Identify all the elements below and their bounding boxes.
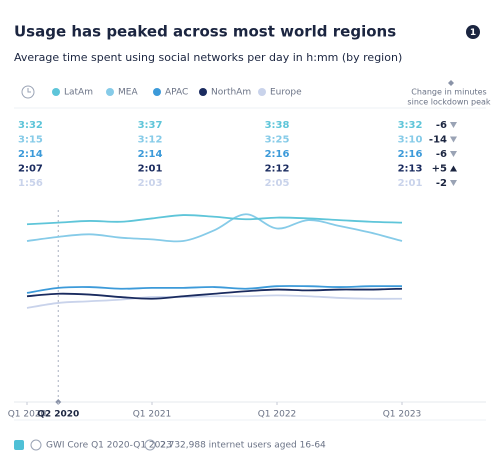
series-line xyxy=(26,294,403,309)
chart-title: Usage has peaked across most world regio… xyxy=(14,23,396,41)
change-value: -2 xyxy=(436,178,447,189)
x-tick-label: Q1 2023 xyxy=(383,410,422,420)
change-header: since lockdown peak xyxy=(407,98,491,107)
legend-label: Europe xyxy=(270,88,302,98)
value-label: 2:14 xyxy=(18,149,43,160)
footer-icon xyxy=(14,439,156,451)
value-label: 2:01 xyxy=(138,164,163,175)
legend-swatch xyxy=(258,88,266,96)
legend-label: NorthAm xyxy=(211,88,251,98)
legend-swatch xyxy=(106,88,114,96)
legend-swatch xyxy=(153,88,161,96)
change-arrow xyxy=(450,122,457,128)
value-label: 3:37 xyxy=(138,120,163,131)
value-label: 2:16 xyxy=(398,149,423,160)
value-label: 2:14 xyxy=(138,149,163,160)
x-tick-label: Q1 2020 xyxy=(8,410,47,420)
badge-circle xyxy=(466,25,480,39)
x-tick-label: Q2 2020 xyxy=(37,410,79,420)
series-line xyxy=(26,287,403,300)
change-arrow xyxy=(450,180,457,186)
legend-label: APAC xyxy=(165,88,188,98)
value-label: 3:32 xyxy=(18,120,43,131)
value-label: 3:32 xyxy=(398,120,423,131)
change-arrow xyxy=(450,136,457,143)
value-label: 2:01 xyxy=(398,178,423,189)
badge: 1 xyxy=(470,28,476,38)
change-value: -6 xyxy=(436,120,447,131)
footer-source: GWI Core Q1 2020-Q1 2023 xyxy=(46,441,172,451)
value-label: 2:13 xyxy=(398,164,423,175)
value-label: 3:38 xyxy=(265,120,290,131)
x-tick-label: Q1 2021 xyxy=(133,410,172,420)
series-line xyxy=(26,285,403,294)
x-tick-label: Q1 2022 xyxy=(258,410,297,420)
value-label: 1:56 xyxy=(18,178,43,189)
value-label: 3:25 xyxy=(265,135,290,146)
change-arrow xyxy=(450,165,457,172)
change-arrow xyxy=(450,151,457,157)
legend-label: LatAm xyxy=(64,88,93,98)
value-label: 2:16 xyxy=(265,149,290,160)
legend-label: MEA xyxy=(118,88,138,98)
value-label: 2:12 xyxy=(265,164,290,175)
series-line xyxy=(26,213,403,243)
value-label: 2:07 xyxy=(18,164,43,175)
peak-diamond xyxy=(448,80,454,86)
change-header: Change in minutes xyxy=(411,88,486,97)
value-label: 3:15 xyxy=(18,135,43,146)
change-value: -6 xyxy=(436,149,447,160)
value-label: 3:12 xyxy=(138,135,163,146)
footer-sample: 2,732,988 internet users aged 16-64 xyxy=(160,441,326,451)
change-value: -14 xyxy=(429,135,447,146)
clock-icon xyxy=(21,85,35,99)
value-label: 3:10 xyxy=(398,135,423,146)
value-label: 2:05 xyxy=(265,178,290,189)
legend-swatch xyxy=(52,88,60,96)
legend-swatch xyxy=(199,88,207,96)
change-value: +5 xyxy=(432,164,447,175)
series-line xyxy=(26,214,403,226)
value-label: 2:03 xyxy=(138,178,163,189)
subtitle: Average time spent using social networks… xyxy=(14,51,402,64)
